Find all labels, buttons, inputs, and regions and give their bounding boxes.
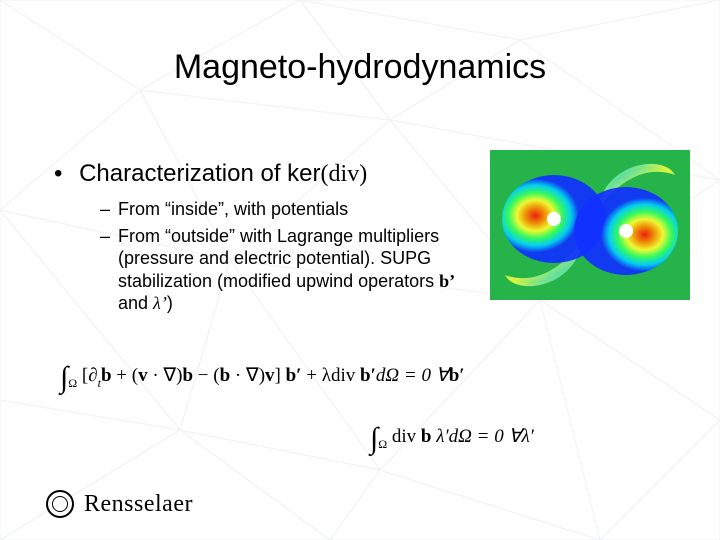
- eq1-p5: · ∇): [230, 365, 265, 386]
- dash-icon: –: [100, 225, 118, 315]
- sub-bullet-1-text: From “inside”, with potentials: [118, 198, 490, 221]
- main-bullet: • Characterization of ker(div): [54, 160, 367, 188]
- eq1-p6: ]: [275, 365, 286, 386]
- eq2-lam: λ′: [432, 426, 449, 447]
- bullet-marker: •: [54, 160, 62, 187]
- eq1-v1: v: [138, 365, 148, 386]
- eq1-domain-sub: Ω: [68, 376, 77, 390]
- sub-bullet-2: – From “outside” with Lagrange multiplie…: [100, 225, 490, 315]
- eq1-t: t: [98, 376, 101, 390]
- eq2-rest: dΩ = 0 ∀λ′: [449, 426, 534, 447]
- eq1-bp1: b′: [286, 365, 302, 386]
- equation-1: ∫Ω [∂tb + (v · ∇)b − (b · ∇)v] b′ + λdiv…: [60, 355, 465, 389]
- eq2-b: b: [421, 426, 432, 447]
- sub-bullet-2-text: From “outside” with Lagrange multipliers…: [118, 225, 490, 315]
- eq1-p8: dΩ = 0 ∀: [376, 365, 449, 386]
- equation-2: ∫Ω div b λ′dΩ = 0 ∀λ′: [370, 416, 534, 450]
- sub-bullet-1: – From “inside”, with potentials: [100, 198, 490, 221]
- slide-title: Magneto-hydrodynamics: [0, 48, 720, 87]
- eq1-b2: b: [182, 365, 193, 386]
- sub2-bprime: b’: [439, 271, 455, 291]
- logo-wordmark: Rensselaer: [84, 491, 193, 518]
- sub2-lprime: λ’: [153, 293, 167, 313]
- eq1-p4: − (: [193, 365, 220, 386]
- eq1-b3: b: [220, 365, 231, 386]
- sub2-pre: From “outside” with Lagrange multipliers…: [118, 226, 439, 291]
- sub2-post: ): [167, 293, 173, 313]
- bullet-text-paren: (div): [321, 161, 368, 187]
- dash-icon: –: [100, 198, 118, 221]
- sub2-mid: and: [118, 293, 153, 313]
- eq1-bp3: b′: [449, 365, 465, 386]
- eq1-v2: v: [265, 365, 275, 386]
- eq1-b1: b: [101, 365, 112, 386]
- eq2-div: div: [387, 426, 421, 447]
- eq1-p7: + λdiv: [302, 365, 360, 386]
- eq1-bp2: b′: [360, 365, 376, 386]
- footer-logo: Rensselaer: [46, 490, 193, 518]
- eq1-integral-icon: ∫: [60, 361, 68, 394]
- eq2-domain-sub: Ω: [378, 437, 387, 451]
- eq1-p1: [∂: [77, 365, 97, 386]
- eq2-integral-icon: ∫: [370, 422, 378, 455]
- seal-icon: [46, 490, 74, 518]
- eq1-p2: + (: [112, 365, 139, 386]
- bullet-text-pre: Characterization of ker: [79, 160, 320, 187]
- sub-bullet-list: – From “inside”, with potentials – From …: [100, 198, 490, 319]
- simulation-figure: [490, 150, 690, 300]
- eq1-p3: · ∇): [148, 365, 183, 386]
